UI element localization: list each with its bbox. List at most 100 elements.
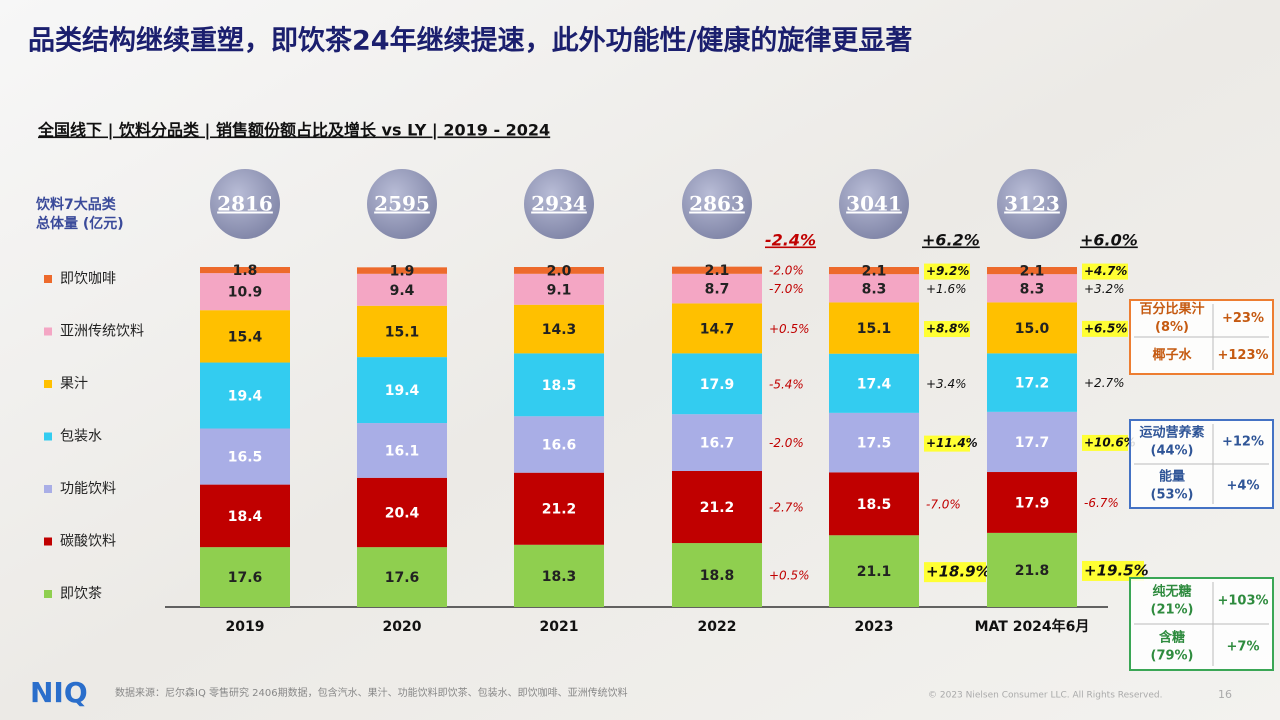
total-growth: +6.0% bbox=[1080, 231, 1138, 250]
data-label: 21.2 bbox=[542, 502, 577, 518]
bar-segment bbox=[672, 273, 762, 304]
bar-segment bbox=[514, 267, 604, 274]
x-tick-label: 2019 bbox=[226, 619, 265, 635]
bar-segment bbox=[987, 411, 1077, 473]
data-label: 15.4 bbox=[228, 329, 263, 345]
callout-label: 纯无糖 bbox=[1152, 584, 1191, 600]
total-label: 3041 bbox=[846, 192, 902, 216]
data-label: 2.1 bbox=[1020, 264, 1045, 280]
total-label: 2863 bbox=[689, 192, 745, 216]
bar-segment bbox=[200, 267, 290, 274]
data-label: 17.7 bbox=[1015, 435, 1050, 451]
data-label: 18.5 bbox=[857, 497, 892, 513]
total-label: 2595 bbox=[374, 192, 430, 216]
callout-label: 椰子水 bbox=[1152, 347, 1192, 363]
callout-share: (44%) bbox=[1151, 444, 1194, 459]
legend-swatch bbox=[44, 380, 52, 388]
total-bubble bbox=[997, 169, 1067, 239]
growth-label: -7.0% bbox=[769, 282, 804, 296]
slide-title: 品类结构继续重塑，即饮茶24年继续提速，此外功能性/健康的旋律更显著 bbox=[28, 25, 912, 57]
bar-segment bbox=[829, 302, 919, 354]
bar-segment bbox=[987, 532, 1077, 607]
bar-segment bbox=[672, 303, 762, 354]
data-label: 21.8 bbox=[1015, 563, 1050, 579]
growth-label: +1.6% bbox=[926, 282, 967, 296]
total-growth: -2.4% bbox=[765, 231, 816, 250]
data-label: 17.9 bbox=[700, 377, 735, 393]
callout-growth: +12% bbox=[1222, 435, 1264, 450]
growth-label: -2.7% bbox=[769, 501, 804, 515]
growth-highlight bbox=[1082, 320, 1128, 337]
callout-share: (8%) bbox=[1155, 320, 1189, 335]
data-label: 16.1 bbox=[385, 443, 420, 459]
x-tick-label: MAT 2024年6月 bbox=[975, 618, 1090, 635]
growth-label: +11.4% bbox=[926, 436, 978, 450]
bar-segment bbox=[514, 416, 604, 473]
bar-segment bbox=[829, 535, 919, 607]
bar-segment bbox=[987, 472, 1077, 533]
legend-swatch bbox=[44, 275, 52, 283]
growth-label: +9.2% bbox=[926, 264, 969, 278]
bar-segment bbox=[829, 267, 919, 275]
data-label: 14.7 bbox=[700, 321, 735, 337]
callout-label: 含糖 bbox=[1158, 630, 1185, 646]
legend-swatch bbox=[44, 432, 52, 441]
data-label: 17.9 bbox=[1015, 495, 1050, 511]
bar-segment bbox=[357, 423, 447, 478]
data-label: 15.0 bbox=[1015, 321, 1050, 337]
bar-segment bbox=[357, 273, 447, 306]
total-label: 2816 bbox=[217, 192, 273, 216]
total-bubble bbox=[210, 169, 280, 239]
bar-segment bbox=[672, 414, 762, 471]
data-label: 19.4 bbox=[385, 383, 420, 399]
growth-label: +3.2% bbox=[1084, 282, 1125, 296]
bar-segment bbox=[514, 353, 604, 417]
x-tick-label: 2021 bbox=[540, 619, 579, 635]
growth-label: -7.0% bbox=[926, 497, 961, 511]
data-label: 14.3 bbox=[542, 322, 577, 338]
legend-swatch bbox=[44, 485, 52, 493]
data-label: 18.8 bbox=[700, 568, 735, 584]
data-label: 19.4 bbox=[228, 389, 263, 405]
growth-label: +3.4% bbox=[926, 377, 967, 391]
data-label: 2.1 bbox=[705, 263, 730, 279]
legend-swatch bbox=[44, 590, 52, 598]
subtitle: 全国线下 | 饮料分品类 | 销售额份额占比及增长 vs LY | 2019 -… bbox=[37, 121, 550, 141]
growth-highlight bbox=[924, 263, 970, 280]
callout-growth: +23% bbox=[1222, 311, 1264, 326]
growth-highlight bbox=[924, 435, 970, 452]
data-label: 17.4 bbox=[857, 376, 892, 392]
page-number: 16 bbox=[1218, 688, 1232, 701]
callout-share: (21%) bbox=[1151, 603, 1194, 618]
bar-segment bbox=[514, 304, 604, 354]
callout-growth: +7% bbox=[1227, 640, 1260, 655]
growth-label: +19.5% bbox=[1084, 561, 1149, 579]
data-label: 8.3 bbox=[862, 281, 887, 297]
growth-highlight bbox=[1082, 263, 1128, 280]
bar-segment bbox=[514, 273, 604, 305]
source: 数据来源：尼尔森IQ 零售研究 2406期数据，包含汽水、果汁、功能饮料即饮茶、… bbox=[115, 686, 628, 699]
bar-segment bbox=[672, 266, 762, 274]
total-bubble bbox=[367, 169, 437, 239]
data-label: 9.1 bbox=[547, 282, 572, 298]
growth-label: +0.5% bbox=[769, 569, 810, 583]
data-label: 2.0 bbox=[547, 263, 572, 279]
logo: NIQ bbox=[30, 676, 88, 709]
data-label: 17.6 bbox=[385, 570, 420, 586]
growth-label: -5.4% bbox=[769, 377, 804, 391]
data-label: 18.5 bbox=[542, 378, 577, 394]
x-tick-label: 2022 bbox=[698, 619, 737, 635]
x-tick-label: 2020 bbox=[383, 619, 422, 635]
bar-segment bbox=[357, 305, 447, 358]
bar-segment bbox=[200, 428, 290, 485]
growth-highlight bbox=[1082, 434, 1128, 451]
data-label: 16.7 bbox=[700, 436, 735, 452]
total-bubble bbox=[682, 169, 752, 239]
total-bubble bbox=[839, 169, 909, 239]
growth-label: +6.5% bbox=[1084, 321, 1127, 335]
bar-segment bbox=[357, 477, 447, 548]
data-label: 21.1 bbox=[857, 564, 892, 580]
data-label: 8.7 bbox=[705, 282, 730, 298]
growth-label: +0.5% bbox=[769, 322, 810, 336]
bar-segment bbox=[357, 267, 447, 274]
